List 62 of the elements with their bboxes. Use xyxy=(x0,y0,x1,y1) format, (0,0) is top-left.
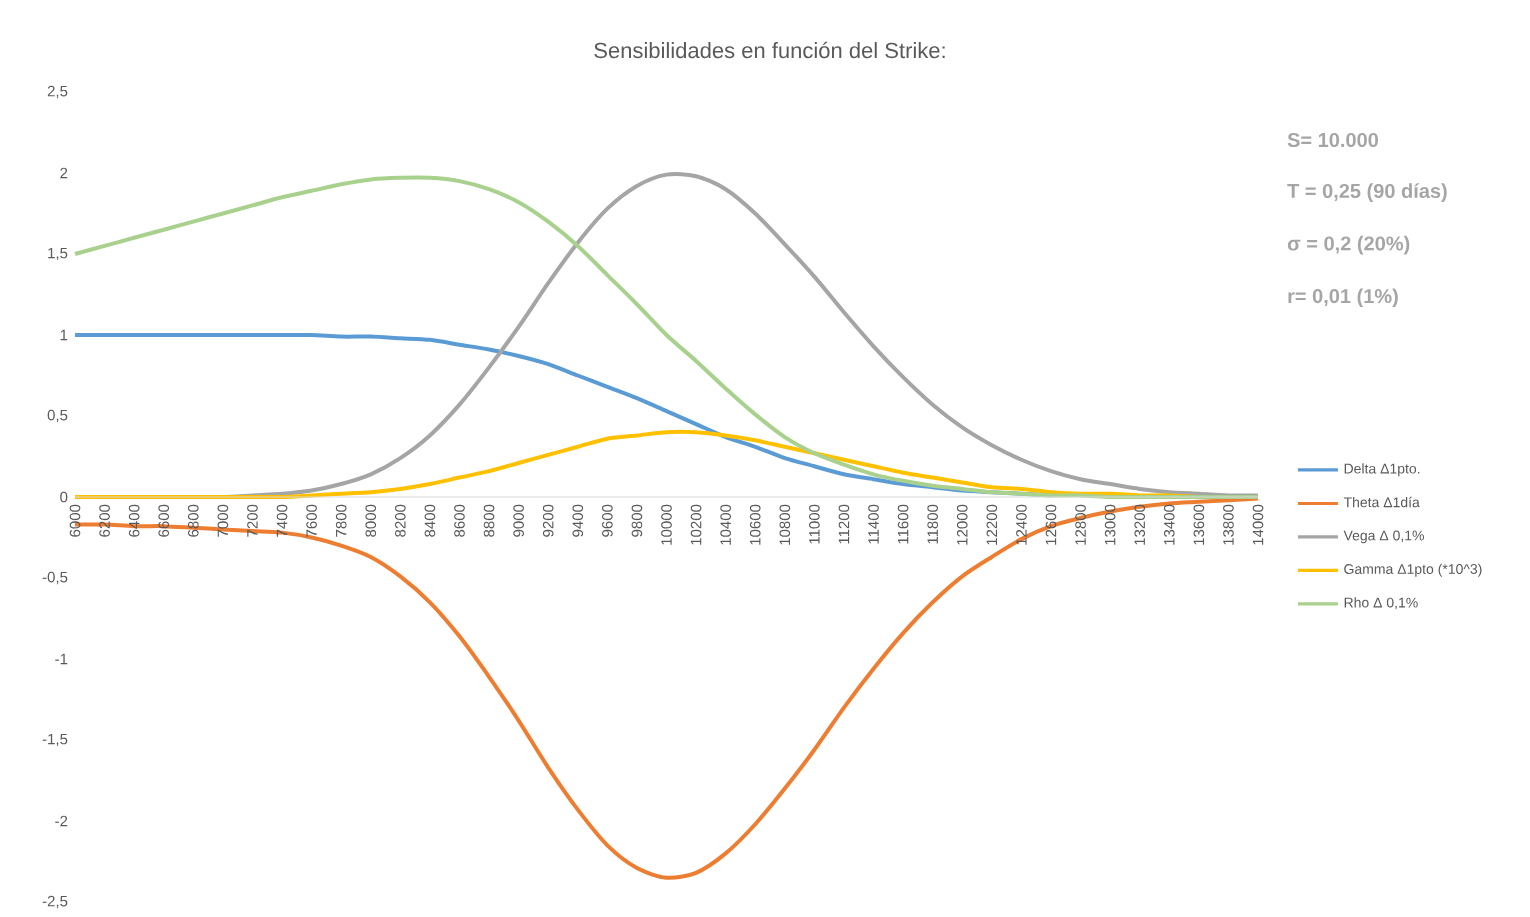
x-tick-label: 8400 xyxy=(424,504,436,537)
chart-title: Sensibilidades en función del Strike: xyxy=(594,41,945,59)
x-tick-label: 11800 xyxy=(927,504,939,544)
legend-label: Theta Δ1día xyxy=(1343,496,1420,508)
x-tick-label: 13600 xyxy=(1193,504,1205,545)
text: r= 0,01 (1%) xyxy=(1288,288,1398,308)
y-tick-label: 2,5 xyxy=(47,85,68,99)
y-tick-label: 0,5 xyxy=(47,409,68,423)
x-tick-label: 10800 xyxy=(779,504,791,545)
y-tick-label: -1,5 xyxy=(42,733,68,747)
y-tick-label: 1,5 xyxy=(48,247,68,261)
y-tick-label: -2,5 xyxy=(42,895,68,909)
x-tick-label: 13200 xyxy=(1134,504,1146,545)
x-tick-label: 13000 xyxy=(1104,504,1116,545)
x-tick-label: 9200 xyxy=(542,504,554,537)
x-tick-label: 8200 xyxy=(395,504,406,537)
x-tick-label: 13400 xyxy=(1163,504,1175,545)
x-tick-label: 7800 xyxy=(335,504,347,537)
x-tick-label: 10600 xyxy=(749,504,761,545)
x-tick-label: 9600 xyxy=(602,504,613,537)
x-tick-label: 7400 xyxy=(276,504,288,537)
x-tick-label: 8000 xyxy=(365,504,377,537)
text: σ = 0,2 (20%) xyxy=(1287,235,1410,255)
x-tick-label: 11400 xyxy=(868,504,879,544)
x-tick-label: 10200 xyxy=(690,504,702,545)
x-tick-label: 7200 xyxy=(247,504,258,537)
x-tick-label: 11200 xyxy=(838,504,850,544)
x-tick-label: 10400 xyxy=(720,504,731,545)
x-tick-label: 9800 xyxy=(631,504,643,537)
x-tick-label: 12400 xyxy=(1016,504,1027,545)
x-tick-label: 6200 xyxy=(99,504,110,537)
legend-label: Delta Δ1pto. xyxy=(1344,463,1420,477)
y-tick-label: -2 xyxy=(55,815,68,827)
x-tick-label: 7600 xyxy=(306,504,317,537)
text: T = 0,25 (90 días) xyxy=(1287,183,1447,202)
x-tick-label: 6000 xyxy=(69,504,81,537)
y-tick-label: -1 xyxy=(55,653,68,665)
legend-label: Gamma Δ1pto (*10^3) xyxy=(1344,563,1482,577)
x-tick-label: 6800 xyxy=(187,504,199,537)
x-tick-label: 11000 xyxy=(809,504,820,544)
x-tick-label: 8800 xyxy=(483,504,495,537)
y-tick-label: 0 xyxy=(60,491,68,503)
y-tick-label: 2 xyxy=(60,167,68,179)
x-tick-label: 13800 xyxy=(1223,504,1234,545)
x-tick-label: 10000 xyxy=(661,504,672,545)
y-tick-label: -0,5 xyxy=(42,571,68,585)
x-tick-label: 14000 xyxy=(1252,504,1264,545)
x-tick-label: 6400 xyxy=(128,504,140,537)
x-tick-label: 9000 xyxy=(513,504,524,537)
text: S= 10.000 xyxy=(1287,132,1378,148)
legend-label: Vega Δ 0,1% xyxy=(1343,530,1424,544)
x-tick-label: 12000 xyxy=(956,504,968,545)
x-tick-label: 6600 xyxy=(158,504,170,537)
x-tick-label: 12800 xyxy=(1075,504,1086,545)
legend-label: Rho Δ 0,1% xyxy=(1344,597,1418,610)
x-tick-label: 9400 xyxy=(572,504,584,537)
x-tick-label: 8600 xyxy=(454,504,465,537)
x-tick-label: 11600 xyxy=(897,504,909,544)
y-tick-label: 1 xyxy=(60,329,68,341)
x-tick-label: 7000 xyxy=(217,504,229,537)
x-tick-label: 12600 xyxy=(1045,504,1057,545)
x-tick-label: 12200 xyxy=(986,504,998,545)
